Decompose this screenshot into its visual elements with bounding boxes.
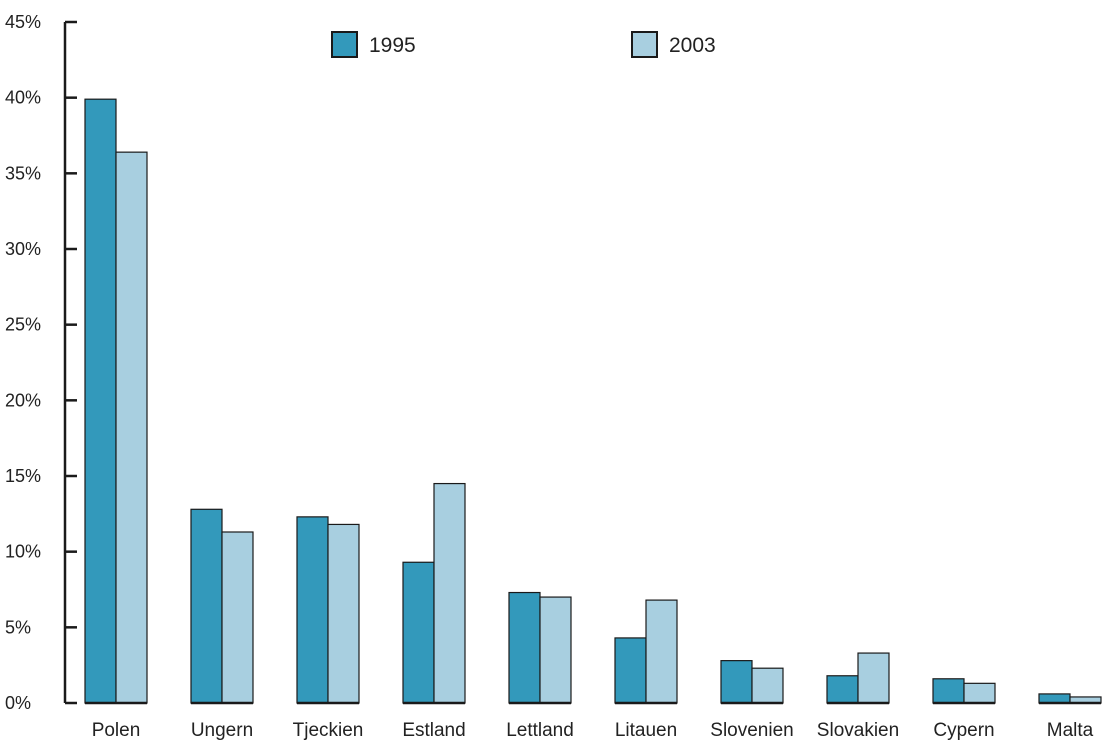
y-tick-label: 20% bbox=[5, 390, 41, 410]
legend-label: 2003 bbox=[669, 34, 716, 57]
bar-slovenien-1995 bbox=[720, 660, 753, 704]
bar-lettland-1995 bbox=[508, 591, 541, 704]
bars bbox=[84, 98, 1102, 704]
x-tick-label: Cypern bbox=[933, 720, 994, 741]
x-tick-label: Polen bbox=[92, 720, 141, 741]
y-tick-label: 10% bbox=[5, 542, 41, 562]
y-tick-label: 5% bbox=[5, 617, 31, 637]
y-axis: 0% 5% 10% 15% 20% 25% 30% 35% 40% 45% bbox=[5, 12, 77, 713]
x-tick-label: Malta bbox=[1047, 720, 1094, 741]
x-tick-label: Lettland bbox=[506, 720, 574, 741]
bar-lettland-2003 bbox=[539, 596, 572, 704]
bar-ungern-2003 bbox=[221, 531, 254, 704]
x-tick-label: Slovakien bbox=[817, 720, 899, 741]
bar-polen-2003 bbox=[115, 151, 148, 704]
legend-swatch-2003 bbox=[631, 31, 658, 58]
x-tick-label: Ungern bbox=[191, 720, 253, 741]
x-axis: Polen Ungern Tjeckien Estland Lettland Litaue… bbox=[85, 701, 1101, 741]
y-tick-label: 15% bbox=[5, 466, 41, 486]
y-tick-label: 45% bbox=[5, 12, 41, 32]
bar-tjeckien-2003 bbox=[327, 523, 360, 704]
y-tick-label: 35% bbox=[5, 163, 41, 183]
bar-estland-2003 bbox=[433, 482, 466, 704]
bar-cypern-1995 bbox=[932, 678, 965, 704]
legend-label: 1995 bbox=[369, 34, 416, 57]
bar-cypern-2003 bbox=[963, 682, 996, 704]
bar-malta-1995 bbox=[1038, 693, 1071, 704]
bar-estland-1995 bbox=[402, 561, 435, 704]
x-tick-label: Slovenien bbox=[710, 720, 793, 741]
bar-litauen-2003 bbox=[645, 599, 678, 704]
y-tick-label: 30% bbox=[5, 239, 41, 259]
bar-litauen-1995 bbox=[614, 637, 647, 704]
bar-tjeckien-1995 bbox=[296, 516, 329, 704]
y-tick-label: 40% bbox=[5, 88, 41, 108]
bar-slovakien-2003 bbox=[857, 652, 890, 704]
bar-slovenien-2003 bbox=[751, 667, 784, 704]
y-tick-label: 25% bbox=[5, 315, 41, 335]
y-tick-label: 0% bbox=[5, 693, 31, 713]
bar-ungern-1995 bbox=[190, 508, 223, 704]
x-tick-label: Tjeckien bbox=[293, 720, 364, 741]
bar-slovakien-1995 bbox=[826, 675, 859, 704]
x-tick-label: Litauen bbox=[615, 720, 677, 741]
bar-polen-1995 bbox=[84, 98, 117, 704]
legend-swatch-1995 bbox=[331, 31, 358, 58]
x-tick-label: Estland bbox=[402, 720, 465, 741]
legend: 1995 2003 bbox=[331, 31, 716, 58]
